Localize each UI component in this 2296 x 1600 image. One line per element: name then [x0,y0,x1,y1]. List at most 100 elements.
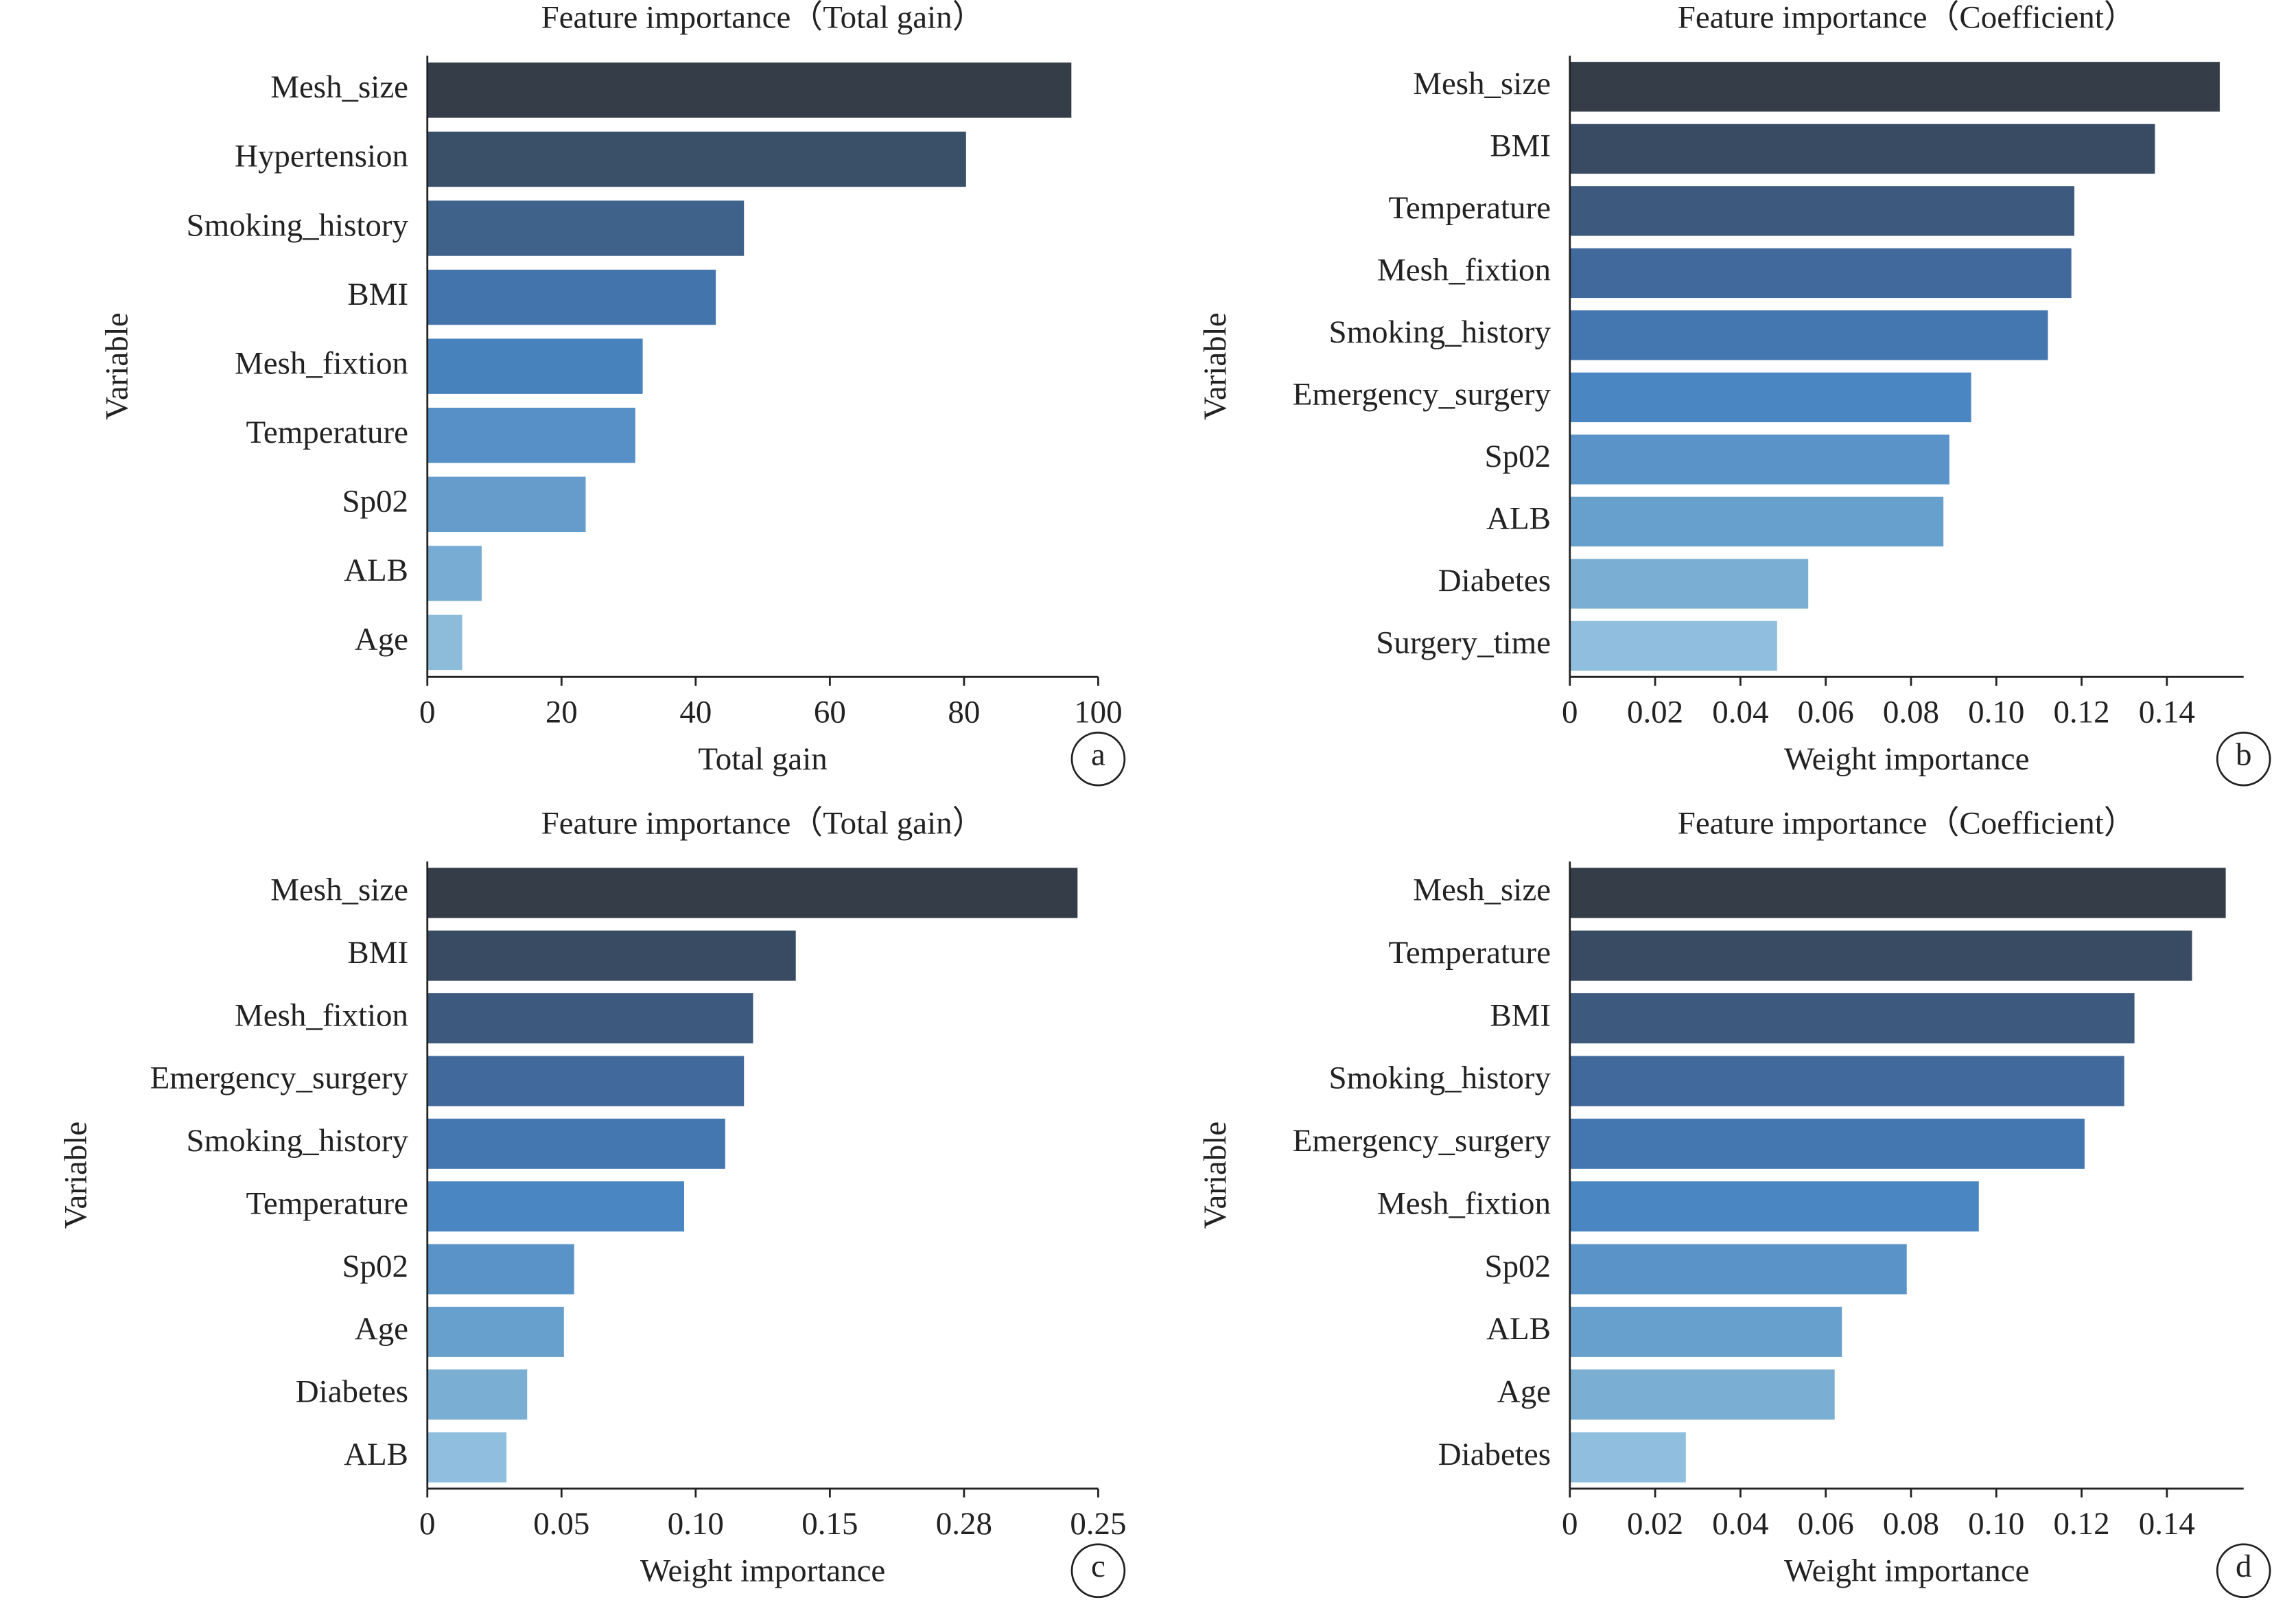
y-tick-label: Sp02 [342,1249,408,1284]
panel-badge [2216,731,2271,787]
y-tick-label: BMI [347,277,408,312]
y-tick-label: Mesh_fixtion [235,997,408,1033]
panel-label: b [2236,737,2251,772]
y-tick-label: Surgery_time [1376,625,1551,661]
x-tick-label: 0.12 [2053,1506,2109,1542]
panel-label: a [1091,737,1105,772]
bar [1569,930,2192,981]
bar [1569,1432,1686,1483]
y-tick-label: ALB [1486,1311,1551,1347]
bar [1569,372,1971,423]
x-tick-label: 100 [1074,694,1122,730]
y-tick-label: Mesh_fixtion [1377,253,1551,288]
y-tick-label: Mesh_size [1413,66,1551,102]
y-tick-label: Mesh_size [270,872,408,908]
y-tick-label: Temperature [1388,190,1551,226]
x-tick-label: 0.10 [1968,1506,2024,1542]
x-tick-label: 0.15 [801,1506,858,1542]
y-tick-label: Smoking_history [187,207,409,243]
y-tick-label: ALB [344,1437,408,1472]
y-tick-label: Diabetes [1438,563,1551,599]
x-tick-label: 0.14 [2139,1506,2195,1542]
x-tick-label: 0.12 [2053,694,2109,730]
bar [427,1181,685,1232]
y-tick-label: Smoking_history [187,1123,409,1159]
x-tick-label: 0.05 [533,1506,589,1542]
x-tick-label: 0.25 [1070,1506,1126,1542]
chart-title: Feature importance（Coefficient） [1678,0,2136,36]
y-axis-label: Variable [99,312,134,419]
panel-badge [2216,1543,2271,1599]
y-tick-label: Diabetes [1438,1437,1551,1472]
x-tick-label: 80 [948,694,980,730]
x-tick-label: 40 [679,694,712,730]
bar [1569,868,2226,918]
bar [1569,248,2072,299]
bar [1569,434,1949,485]
chart-title: Feature importance（Total gain） [541,0,985,36]
x-tick-label: 0.14 [2139,694,2195,730]
bar [1569,1306,1842,1357]
bar [1569,124,2155,174]
bar [1569,310,2048,360]
y-tick-label: BMI [1490,128,1551,164]
y-tick-label: Temperature [1388,935,1551,971]
x-tick-label: 60 [814,694,846,730]
y-tick-label: BMI [1490,997,1551,1033]
y-tick-label: Mesh_fixtion [1377,1185,1551,1221]
bar [427,200,745,256]
panel-badge [1070,1543,1126,1599]
y-tick-label: Smoking_history [1329,314,1551,350]
y-tick-label: ALB [1486,501,1551,537]
x-axis-label: Weight importance [1784,741,2029,777]
bar [427,1432,507,1483]
y-tick-label: Mesh_size [270,69,408,105]
x-axis-label: Total gain [698,741,827,777]
y-tick-label: ALB [344,553,408,588]
y-tick-label: Smoking_history [1329,1060,1551,1096]
y-tick-label: Age [355,1311,408,1347]
bar [427,1306,564,1357]
x-tick-label: 0.02 [1627,1506,1683,1542]
x-axis-label: Weight importance [1784,1553,2029,1588]
x-tick-label: 0.04 [1712,1506,1768,1542]
bar [427,1056,745,1106]
bar [427,614,462,671]
x-tick-label: 0 [1562,1506,1578,1542]
y-tick-label: Sp02 [1484,1249,1551,1284]
bar [1569,993,2135,1044]
panel-badge [1070,731,1126,787]
bar [1569,621,1777,671]
x-tick-label: 0.08 [1883,694,1939,730]
bar [1569,1118,2085,1169]
y-tick-label: Mesh_size [1413,872,1551,908]
y-tick-label: Hypertension [235,139,408,174]
y-axis-label: Variable [1197,1122,1233,1229]
bar [1569,62,2220,112]
x-tick-label: 0.04 [1712,694,1768,730]
y-tick-label: Emergency_surgery [1293,1123,1551,1159]
y-tick-label: Mesh_fixtion [235,345,408,381]
bar [427,1244,574,1295]
x-tick-label: 20 [546,694,578,730]
bar [1569,1181,1979,1232]
bar [427,338,643,394]
x-tick-label: 0 [419,1506,435,1542]
chart-title: Feature importance（Total gain） [541,806,985,842]
bar [427,476,586,533]
y-tick-label: Age [355,622,408,658]
bar [427,930,796,981]
bar [427,62,1072,118]
bar [427,1369,528,1420]
x-tick-label: 0.10 [668,1506,724,1542]
x-tick-label: 0 [419,694,435,730]
bar [427,1118,725,1169]
x-tick-label: 0.08 [1883,1506,1939,1542]
x-tick-label: 0.28 [936,1506,992,1542]
y-axis-label: Variable [58,1122,94,1229]
y-axis-label: Variable [1197,312,1233,419]
bar [427,407,635,463]
y-tick-label: BMI [347,935,408,971]
